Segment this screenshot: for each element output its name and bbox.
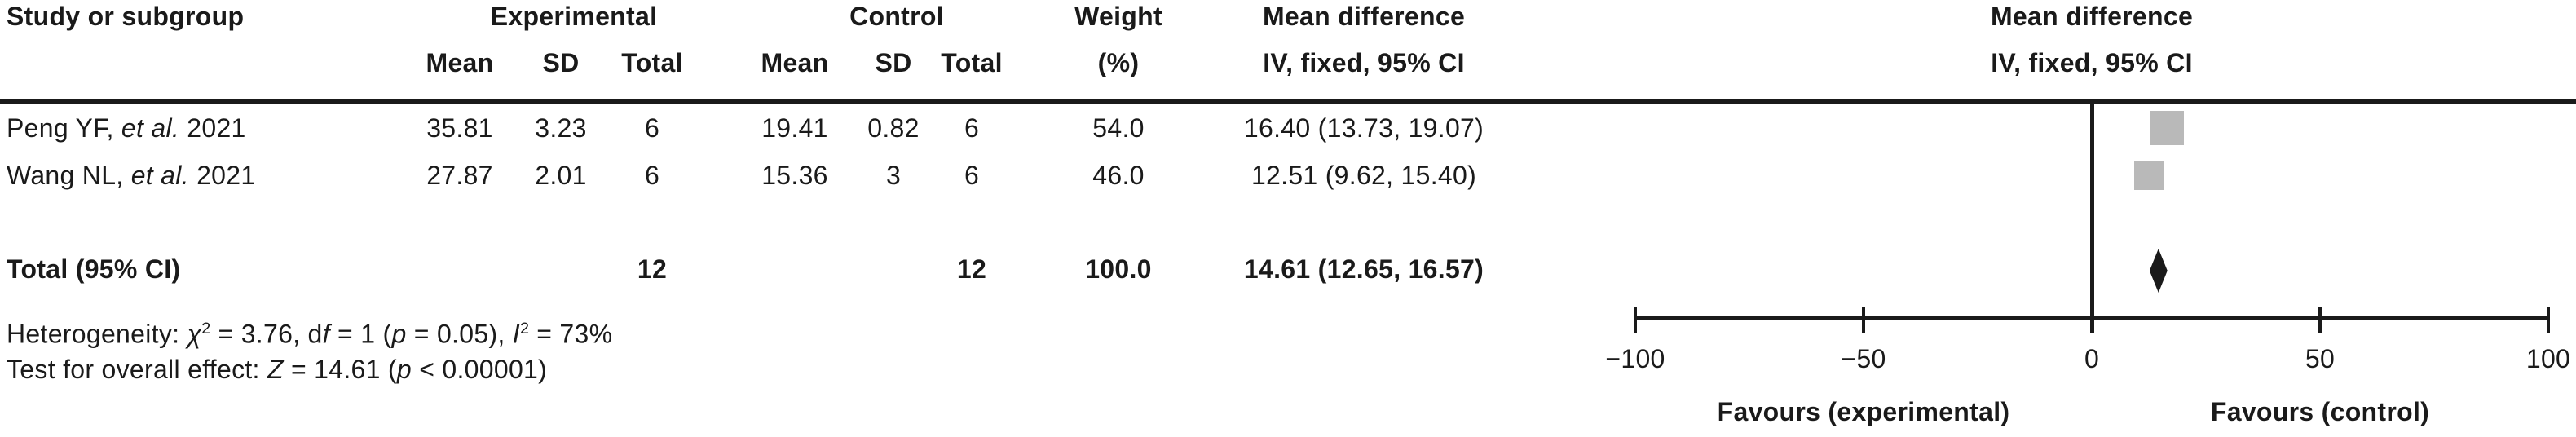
exp-sd-value: 2.01 xyxy=(535,161,587,190)
chi-superscript: 2 xyxy=(201,320,211,338)
exp-mean-value: 27.87 xyxy=(426,161,493,190)
study-name-pre: Wang NL, xyxy=(7,161,131,190)
axis-tick-label: 100 xyxy=(2525,344,2571,373)
axis-tick-label: −50 xyxy=(1841,344,1886,373)
header-ctrl-sd: SD xyxy=(875,48,912,77)
het-p-value: = 0.05), xyxy=(406,319,513,349)
header-mean-difference-text-col: Mean difference xyxy=(1262,2,1466,31)
df-italic-f: f xyxy=(322,319,330,349)
i-squared-superscript: 2 xyxy=(519,320,530,338)
chi-symbol: χ xyxy=(187,319,202,349)
weight-value: 54.0 xyxy=(1092,113,1145,143)
total-weight: 100.0 xyxy=(1085,254,1152,284)
heterogeneity-line: Heterogeneity: χ2 = 3.76, df = 1 (p = 0.… xyxy=(7,312,1229,349)
header-experimental-group: Experimental xyxy=(490,2,658,31)
het-df-value: = 1 ( xyxy=(329,319,392,349)
header-ctrl-mean: Mean xyxy=(761,48,829,77)
total-diamond xyxy=(2149,249,2168,293)
i-squared-symbol: I xyxy=(512,319,520,349)
exp-mean-value: 35.81 xyxy=(426,113,493,143)
total-md-ci: 14.61 (12.65, 16.57) xyxy=(1243,254,1484,284)
axis-tick-label: 50 xyxy=(2305,344,2336,373)
exp-sd-value: 3.23 xyxy=(535,113,587,143)
axis-tick-mark xyxy=(2547,307,2550,333)
z-value: = 14.61 ( xyxy=(283,355,397,384)
axis-tick-mark xyxy=(2318,307,2322,333)
i-squared-value: = 73% xyxy=(529,319,613,349)
header-weight-pct: (%) xyxy=(1097,48,1140,77)
axis-tick-label: 0 xyxy=(2084,344,2100,373)
p-value: < 0.00001) xyxy=(412,355,548,384)
z-symbol: Z xyxy=(267,355,284,384)
ctrl-mean-value: 15.36 xyxy=(761,161,828,190)
study-name-year: 2021 xyxy=(188,161,256,190)
total-exp-n: 12 xyxy=(637,254,668,284)
axis-tick-mark xyxy=(2090,307,2093,333)
md-ci-value: 12.51 (9.62, 15.40) xyxy=(1251,161,1477,190)
study-weight-square xyxy=(2134,161,2164,190)
header-iv-fixed-ci-plot-col: IV, fixed, 95% CI xyxy=(1991,48,2193,77)
study-name: Peng YF, et al. 2021 xyxy=(7,112,382,144)
axis-tick-label: −100 xyxy=(1605,344,1665,373)
weight-value: 46.0 xyxy=(1092,161,1145,190)
header-ctrl-total: Total xyxy=(941,48,1003,77)
study-name-year: 2021 xyxy=(179,113,246,143)
study-name: Wang NL, et al. 2021 xyxy=(7,159,382,192)
md-ci-value: 16.40 (13.73, 19.07) xyxy=(1243,113,1484,143)
header-exp-total: Total xyxy=(621,48,683,77)
ctrl-total-value: 6 xyxy=(964,161,980,190)
header-exp-mean: Mean xyxy=(426,48,494,77)
header-exp-sd: SD xyxy=(542,48,580,77)
ctrl-total-value: 6 xyxy=(964,113,980,143)
exp-total-value: 6 xyxy=(644,161,660,190)
header-control-group: Control xyxy=(849,2,944,31)
zero-reference-line xyxy=(2089,102,2094,333)
study-name-pre: Peng YF, xyxy=(7,113,121,143)
overall-effect-line: Test for overall effect: Z = 14.61 (p < … xyxy=(7,353,1229,386)
test-label: Test for overall effect: xyxy=(7,355,267,384)
ctrl-mean-value: 19.41 xyxy=(761,113,828,143)
p-symbol: p xyxy=(396,355,412,384)
favours-experimental-label: Favours (experimental) xyxy=(1717,397,2010,426)
study-weight-square xyxy=(2149,111,2184,145)
header-weight: Weight xyxy=(1074,2,1162,31)
total-label: Total (95% CI) xyxy=(7,254,181,284)
total-ctrl-n: 12 xyxy=(956,254,987,284)
exp-total-value: 6 xyxy=(644,113,660,143)
favours-control-label: Favours (control) xyxy=(2210,397,2430,426)
p-symbol: p xyxy=(391,319,407,349)
study-name-etal: et al. xyxy=(121,113,180,143)
axis-tick-mark xyxy=(1862,307,1865,333)
het-label: Heterogeneity: xyxy=(7,319,187,349)
header-iv-fixed-ci-text-col: IV, fixed, 95% CI xyxy=(1263,48,1465,77)
ctrl-sd-value: 0.82 xyxy=(867,113,920,143)
header-study-or-subgroup: Study or subgroup xyxy=(7,2,245,31)
study-name-etal: et al. xyxy=(130,161,189,190)
header-mean-difference-plot-col: Mean difference xyxy=(1990,2,2194,31)
het-chi2-value: = 3.76, d xyxy=(210,319,323,349)
ctrl-sd-value: 3 xyxy=(885,161,902,190)
axis-tick-mark xyxy=(1634,307,1637,333)
header-divider xyxy=(0,99,2576,104)
